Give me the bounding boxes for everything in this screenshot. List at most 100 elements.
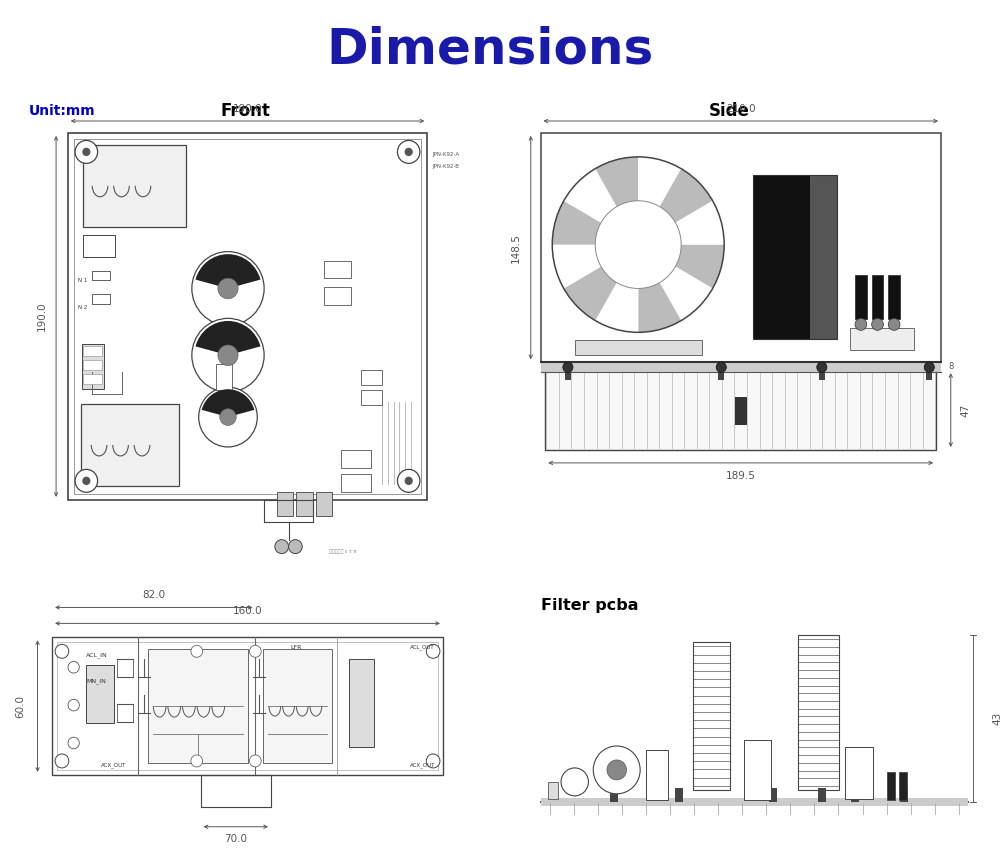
Bar <box>324 261 351 278</box>
Bar <box>92 271 110 281</box>
Bar <box>541 362 941 372</box>
Circle shape <box>218 278 238 299</box>
Wedge shape <box>638 169 713 244</box>
Text: 190.0: 190.0 <box>36 302 46 331</box>
Bar <box>548 782 558 799</box>
Circle shape <box>561 768 588 796</box>
Wedge shape <box>564 244 638 321</box>
Circle shape <box>872 318 883 330</box>
Bar <box>646 750 668 800</box>
Bar <box>92 295 110 304</box>
Bar <box>361 390 382 405</box>
Text: 8: 8 <box>949 362 954 371</box>
Bar <box>855 275 867 319</box>
Circle shape <box>249 755 261 767</box>
Text: 148.5: 148.5 <box>511 232 521 263</box>
Bar <box>324 288 351 305</box>
Circle shape <box>607 760 626 780</box>
Bar <box>675 788 683 802</box>
Text: MN_IN: MN_IN <box>86 678 106 684</box>
Bar <box>899 772 907 800</box>
Bar <box>52 637 443 775</box>
Wedge shape <box>638 244 713 321</box>
Bar <box>216 364 232 390</box>
Bar <box>83 145 186 226</box>
Bar <box>575 341 702 355</box>
Circle shape <box>595 201 681 289</box>
Text: 190.0: 190.0 <box>233 104 262 114</box>
Wedge shape <box>196 254 260 289</box>
Text: N 2: N 2 <box>78 305 87 310</box>
Bar <box>926 372 932 380</box>
Wedge shape <box>564 169 638 244</box>
Bar <box>888 275 900 319</box>
Circle shape <box>405 477 413 485</box>
Bar <box>263 649 332 763</box>
Bar <box>81 404 179 486</box>
Circle shape <box>426 644 440 658</box>
Circle shape <box>68 700 79 711</box>
Wedge shape <box>595 244 638 332</box>
Bar <box>565 372 571 380</box>
Bar <box>83 346 102 356</box>
Bar <box>83 360 102 370</box>
Circle shape <box>888 318 900 330</box>
Bar <box>57 642 438 770</box>
Text: 43: 43 <box>993 712 1000 725</box>
Wedge shape <box>202 389 254 417</box>
Wedge shape <box>196 321 260 355</box>
Bar <box>753 175 837 339</box>
Bar <box>693 642 730 790</box>
Bar <box>82 344 104 389</box>
Bar <box>83 375 102 384</box>
Text: N 1: N 1 <box>78 278 87 283</box>
Circle shape <box>716 362 726 373</box>
Bar <box>296 492 313 516</box>
Bar <box>541 133 941 362</box>
Bar <box>887 772 895 800</box>
Circle shape <box>218 345 238 366</box>
Circle shape <box>924 362 934 373</box>
Bar <box>316 492 332 516</box>
Bar <box>68 133 427 499</box>
Circle shape <box>199 388 257 447</box>
Bar <box>744 740 771 800</box>
Circle shape <box>289 539 302 554</box>
Text: 60.0: 60.0 <box>15 694 25 718</box>
Text: ACX_OUT: ACX_OUT <box>101 762 126 768</box>
Bar <box>769 788 777 802</box>
Wedge shape <box>595 157 638 244</box>
Circle shape <box>397 140 420 163</box>
Bar <box>850 329 914 350</box>
Text: ACX_OUT: ACX_OUT <box>410 762 435 768</box>
Bar <box>845 747 873 799</box>
Circle shape <box>275 539 289 554</box>
Circle shape <box>192 318 264 392</box>
Circle shape <box>75 469 98 492</box>
Bar <box>718 372 724 380</box>
Circle shape <box>82 477 90 485</box>
Text: LFR: LFR <box>291 645 302 649</box>
Bar <box>361 370 382 385</box>
Bar <box>83 235 115 257</box>
Circle shape <box>563 362 573 373</box>
Bar <box>349 659 374 747</box>
Text: 47: 47 <box>960 403 970 417</box>
Circle shape <box>68 737 79 749</box>
Text: 70.0: 70.0 <box>224 834 247 844</box>
Circle shape <box>191 645 203 657</box>
Circle shape <box>426 754 440 768</box>
Bar <box>86 665 114 723</box>
Bar <box>610 788 618 802</box>
Text: 210.0: 210.0 <box>726 104 756 114</box>
Circle shape <box>82 147 90 156</box>
Circle shape <box>220 408 236 426</box>
Text: JPN-K92-A: JPN-K92-A <box>432 153 459 158</box>
Text: 82.0: 82.0 <box>142 590 165 601</box>
Text: ACL_OUT: ACL_OUT <box>410 644 435 650</box>
Bar <box>818 788 826 802</box>
Wedge shape <box>638 201 724 244</box>
Bar <box>541 798 968 805</box>
Bar <box>277 492 293 516</box>
Text: Dimensions: Dimensions <box>326 25 653 73</box>
